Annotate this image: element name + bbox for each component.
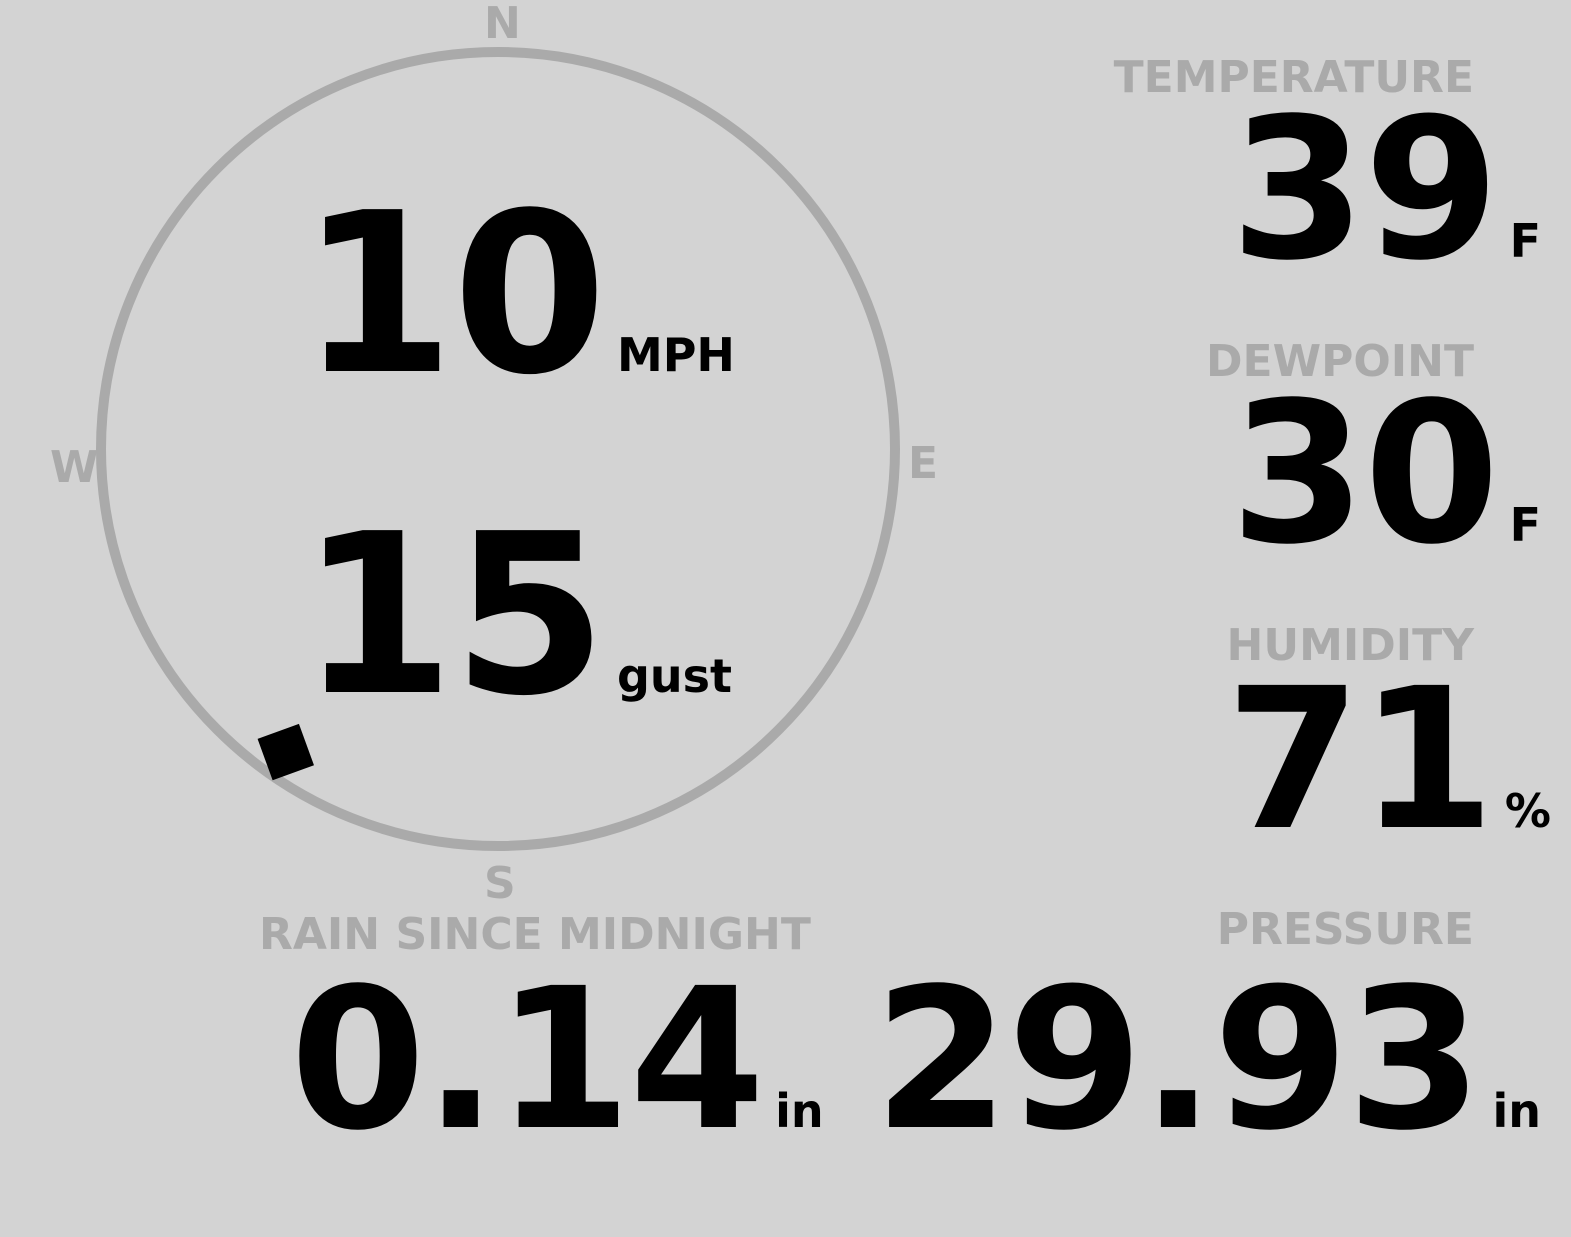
rain-label: RAIN SINCE MIDNIGHT [259,909,811,960]
humidity-row: 71 % [1226,662,1551,857]
wind-speed-value: 10 [300,166,607,424]
rain-value: 0.14 [290,946,765,1173]
temperature-row: 39 F [1230,92,1541,287]
compass-east: E [908,438,939,489]
wind-speed-row: 10 MPH [300,184,735,406]
compass-south: S [484,858,516,909]
dewpoint-value: 30 [1230,360,1499,587]
pressure-unit: in [1492,1084,1541,1138]
compass-ring [96,47,900,851]
temperature-unit: F [1509,214,1541,268]
humidity-value: 71 [1225,646,1495,873]
pressure-row: 29.93 in [874,962,1541,1157]
temperature-label: TEMPERATURE [1113,52,1474,103]
humidity-label: HUMIDITY [1226,620,1474,671]
dewpoint-row: 30 F [1230,376,1541,571]
dewpoint-label: DEWPOINT [1206,336,1474,387]
dewpoint-unit: F [1509,498,1541,552]
wind-direction-pointer [257,723,314,781]
humidity-unit: % [1504,784,1551,838]
wind-gust-row: 15 gust [300,505,732,727]
wind-gust-value: 15 [300,487,607,745]
compass-north: N [484,0,521,49]
compass-west: W [50,442,99,493]
rain-unit: in [775,1084,824,1138]
rain-row: 0.14 in [290,962,824,1157]
wind-gust-label: gust [616,649,732,703]
wind-speed-unit: MPH [616,328,735,382]
pressure-value: 29.93 [873,946,1483,1173]
temperature-value: 39 [1230,76,1499,303]
pressure-label: PRESSURE [1216,904,1474,955]
